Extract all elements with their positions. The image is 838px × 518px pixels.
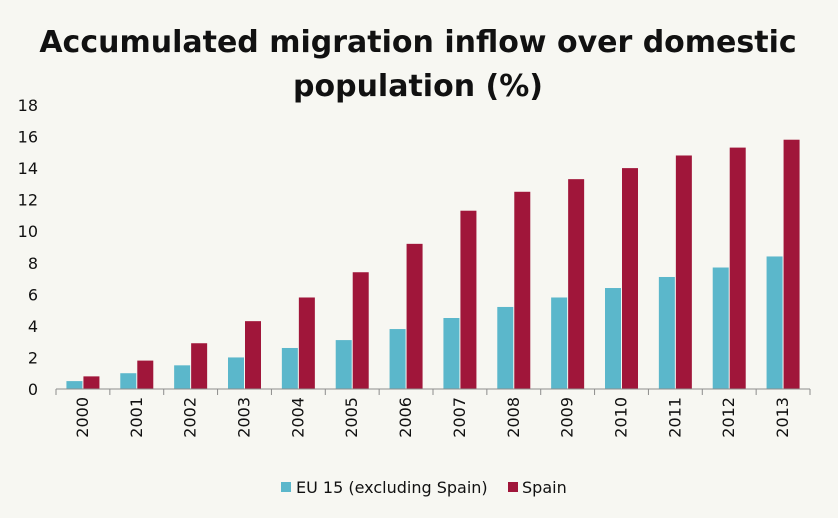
y-tick-label: 4 bbox=[28, 317, 38, 336]
bar-spain-2007 bbox=[460, 210, 477, 389]
bar-spain-2005 bbox=[352, 272, 369, 389]
bar-spain-2006 bbox=[406, 243, 423, 389]
bar-spain-2003 bbox=[245, 321, 261, 389]
x-tick-label: 2004 bbox=[288, 397, 307, 438]
bar-eu15-2013 bbox=[766, 256, 783, 389]
bar-spain-2010 bbox=[622, 168, 638, 389]
bar-eu15-2009 bbox=[551, 297, 568, 389]
x-tick-label: 2009 bbox=[558, 397, 577, 438]
x-tick-label: 2007 bbox=[450, 397, 469, 438]
y-tick-label: 0 bbox=[28, 380, 38, 399]
legend-swatch bbox=[508, 482, 518, 492]
chart-title-line-1: Accumulated migration inflow over domest… bbox=[39, 25, 796, 60]
x-tick-label: 2013 bbox=[773, 397, 792, 438]
bar-spain-2004 bbox=[298, 297, 315, 389]
bar-eu15-2000 bbox=[66, 381, 83, 389]
x-tick-label: 2006 bbox=[396, 397, 415, 438]
bar-spain-2008 bbox=[514, 191, 531, 389]
bar-eu15-2005 bbox=[335, 340, 352, 389]
x-tick-label: 2011 bbox=[665, 397, 684, 438]
bar-spain-2013 bbox=[783, 139, 800, 389]
bar-eu15-2003 bbox=[228, 357, 244, 389]
bar-eu15-2001 bbox=[120, 373, 137, 389]
y-tick-label: 16 bbox=[18, 128, 38, 147]
bar-spain-2001 bbox=[137, 360, 154, 389]
x-axis: 2000 2001 2002 2003 2004 2005 2006 2007 2008 2009… bbox=[55, 388, 811, 438]
x-tick-label: 2005 bbox=[342, 397, 361, 438]
y-tick-label: 10 bbox=[18, 222, 38, 241]
bar-eu15-2008 bbox=[497, 306, 514, 389]
x-tick-label: 2010 bbox=[612, 397, 631, 438]
bar-eu15-2006 bbox=[389, 329, 406, 389]
legend-label: EU 15 (excluding Spain) bbox=[296, 478, 488, 497]
y-tick-label: 14 bbox=[18, 159, 38, 178]
bar-eu15-2007 bbox=[443, 318, 460, 389]
legend-label: Spain bbox=[522, 478, 567, 497]
x-tick-label: 2002 bbox=[181, 397, 200, 438]
legend: EU 15 (excluding Spain) Spain bbox=[281, 478, 567, 497]
bar-eu15-2010 bbox=[605, 288, 621, 389]
y-tick-label: 12 bbox=[18, 191, 38, 210]
y-tick-label: 2 bbox=[28, 348, 38, 367]
y-tick-label: 18 bbox=[18, 96, 38, 115]
bar-spain-2000 bbox=[83, 376, 100, 389]
x-tick-label: 2000 bbox=[73, 397, 92, 438]
bar-spain-2012 bbox=[729, 147, 746, 389]
x-tick-label: 2008 bbox=[504, 397, 523, 438]
bar-spain-2002 bbox=[191, 343, 208, 389]
chart-title-line-2: population (%) bbox=[293, 69, 543, 104]
bars bbox=[66, 139, 800, 389]
bar-spain-2009 bbox=[568, 179, 585, 389]
x-tick-label: 2001 bbox=[127, 397, 146, 438]
bar-eu15-2011 bbox=[658, 276, 675, 389]
bar-eu15-2004 bbox=[281, 347, 298, 389]
y-tick-label: 6 bbox=[28, 285, 38, 304]
x-tick-label: 2012 bbox=[719, 397, 738, 438]
bar-eu15-2012 bbox=[712, 267, 729, 389]
y-axis: 0 2 4 6 8 10 12 14 16 18 bbox=[18, 96, 38, 399]
x-tick-label: 2003 bbox=[235, 397, 254, 438]
bar-eu15-2002 bbox=[174, 365, 191, 389]
y-tick-label: 8 bbox=[28, 254, 38, 273]
bar-spain-2011 bbox=[675, 155, 692, 389]
legend-swatch bbox=[281, 482, 291, 492]
